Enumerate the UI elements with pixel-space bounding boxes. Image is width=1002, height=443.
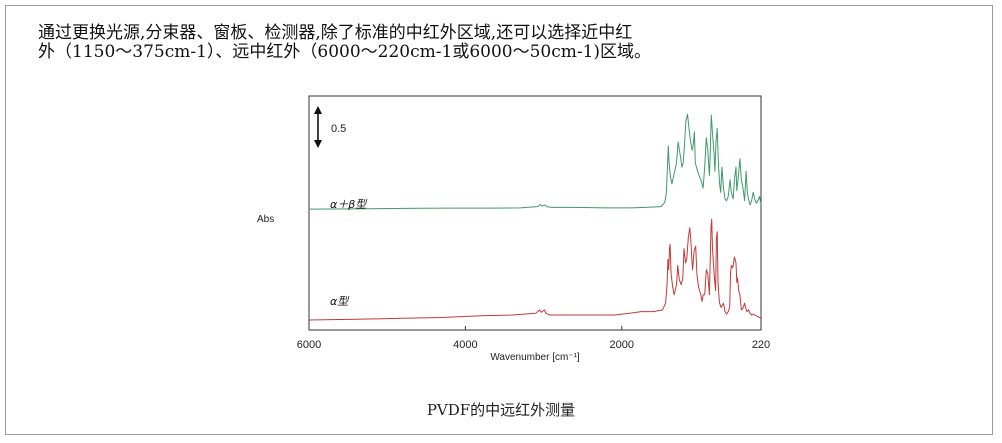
x-tick-label-2000: 2000 — [610, 339, 634, 351]
intro-line-2: 外（1150～375cm-1）、远中红外（6000～220cm-1或6000～5… — [38, 42, 652, 62]
x-axis-title: Wavenumber [cm⁻¹] — [490, 352, 580, 363]
scale-bar-arrow-down — [314, 140, 322, 148]
x-axis-ticks: 6000 4000 2000 220 — [297, 326, 770, 351]
series-label-alpha-beta: α＋β型 — [330, 198, 368, 211]
content-frame — [5, 5, 993, 435]
series-line-alpha-beta — [308, 113, 762, 210]
y-axis-title: Abs — [257, 214, 274, 225]
intro-paragraph: 通过更换光源,分束器、窗板、检测器,除了标准的中红外区域,还可以选择近中红 外（… — [38, 24, 978, 62]
series-lines — [308, 113, 762, 321]
figure-caption: PVDF的中远红外测量 — [426, 401, 576, 419]
scale-bar-label: 0.5 — [331, 123, 346, 135]
x-tick-label-220: 220 — [752, 339, 770, 351]
series-label-alpha: α型 — [330, 295, 350, 308]
chart-labels: Wavenumber [cm⁻¹] Abs α＋β型 α型 0.5 — [257, 106, 580, 363]
intro-line-1: 通过更换光源,分束器、窗板、检测器,除了标准的中红外区域,还可以选择近中红 — [38, 23, 633, 43]
x-tick-label-4000: 4000 — [453, 339, 477, 351]
x-tick-label-6000: 6000 — [297, 339, 321, 351]
series-line-alpha — [308, 218, 762, 321]
scale-bar-arrow-up — [314, 106, 322, 114]
plot-frame — [308, 95, 762, 331]
